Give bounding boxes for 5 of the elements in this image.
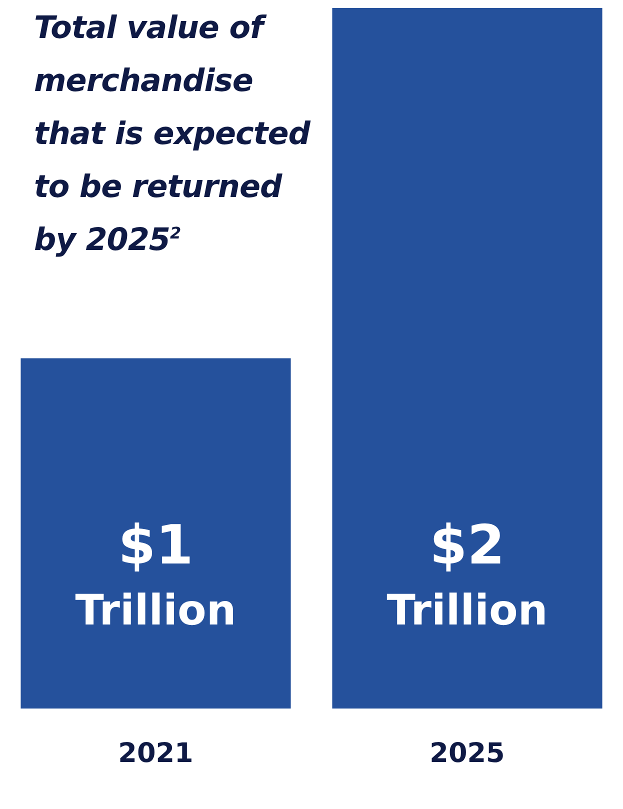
data-label: $1 Trillion xyxy=(75,514,236,635)
x-tick-label: 2025 xyxy=(430,738,505,769)
data-label: $2 Trillion xyxy=(386,514,548,635)
text: Total value of merchandise that is expected to be returned by 2025$^{2}$ xyxy=(34,9,312,260)
x-tick-label: 2021 xyxy=(118,738,194,769)
